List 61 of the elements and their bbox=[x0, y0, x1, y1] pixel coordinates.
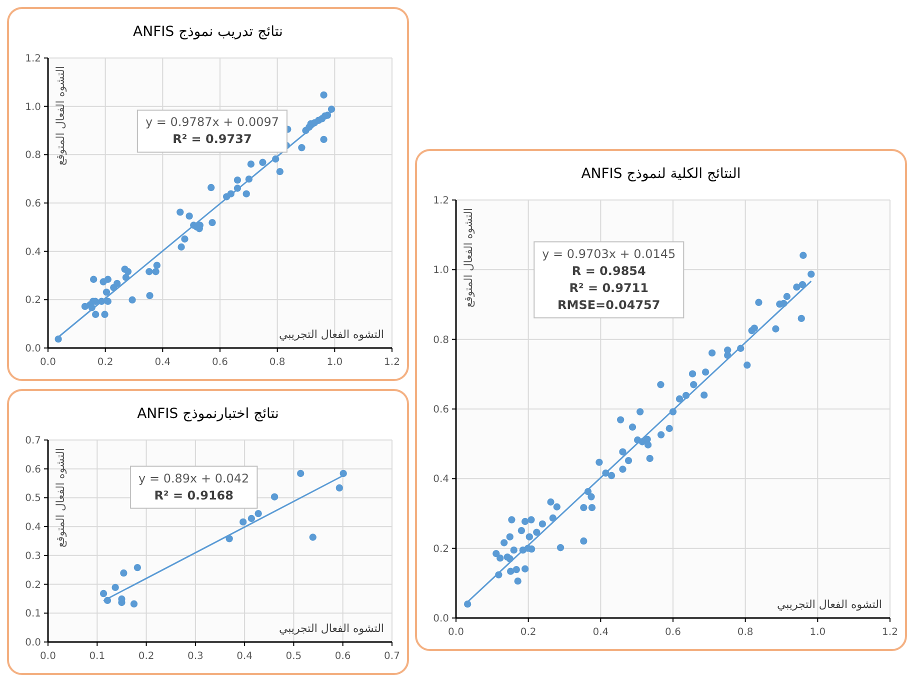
y-tick-label: 0.4 bbox=[25, 246, 41, 258]
x-tick-label: 0.2 bbox=[97, 357, 114, 368]
x-tick-label: 0.6 bbox=[665, 627, 681, 638]
x-tick-label: 0.8 bbox=[737, 627, 754, 638]
x-tick-label: 0.4 bbox=[236, 651, 253, 662]
x-tick-label: 0.0 bbox=[448, 627, 464, 638]
y-tick-label: 1.0 bbox=[25, 102, 41, 113]
x-tick-label: 1.0 bbox=[810, 627, 826, 638]
annotation: R = 0.9854 bbox=[572, 264, 646, 278]
annotation: R² = 0.9711 bbox=[569, 280, 649, 295]
y-axis-title: التشوه الفعال المتوقع bbox=[54, 448, 67, 548]
x-tick-label: 0.8 bbox=[269, 357, 286, 368]
y-tick-label: 0.2 bbox=[25, 295, 41, 306]
chart-title: نتائج تدريب نموذج ANFIS bbox=[133, 24, 283, 40]
y-tick-label: 0.1 bbox=[25, 608, 41, 620]
x-tick-label: 0.4 bbox=[154, 357, 171, 368]
x-axis-title: التشوه الفعال التجريبي bbox=[776, 598, 882, 611]
y-tick-label: 0.4 bbox=[25, 522, 41, 534]
x-tick-label: 1.2 bbox=[882, 627, 898, 638]
y-tick-label: 0.8 bbox=[433, 334, 449, 346]
x-tick-label: 0.3 bbox=[187, 651, 204, 662]
x-axis-title: التشوه الفعال التجريبي bbox=[278, 622, 384, 635]
annotation: y = 0.9703x + 0.0145 bbox=[542, 246, 676, 261]
y-tick-label: 1.2 bbox=[25, 54, 41, 64]
y-tick-label: 0.6 bbox=[433, 404, 449, 416]
y-tick-label: 0.7 bbox=[25, 436, 41, 446]
y-tick-label: 0.5 bbox=[25, 493, 41, 504]
y-tick-label: 0.0 bbox=[25, 344, 41, 354]
x-tick-label: 0.6 bbox=[212, 357, 228, 368]
annotation: y = 0.89x + 0.042 bbox=[138, 471, 250, 486]
x-tick-label: 0.7 bbox=[384, 651, 400, 662]
x-tick-label: 0.0 bbox=[40, 651, 56, 662]
x-tick-label: 1.2 bbox=[384, 357, 400, 368]
annotation: R² = 0.9737 bbox=[172, 132, 252, 146]
x-tick-label: 0.1 bbox=[89, 651, 106, 662]
y-tick-label: 0.8 bbox=[25, 150, 41, 162]
y-tick-label: 0.0 bbox=[25, 638, 41, 648]
y-tick-label: 0.3 bbox=[25, 550, 41, 562]
y-tick-label: 0.0 bbox=[433, 614, 449, 624]
x-tick-label: 0.5 bbox=[286, 651, 302, 662]
x-tick-label: 0.2 bbox=[520, 627, 536, 638]
y-tick-label: 0.2 bbox=[25, 580, 41, 591]
chart-title: نتائج اختبارنموذج ANFIS bbox=[137, 406, 279, 422]
y-axis-title: التشوه الفعال المتوقع bbox=[462, 208, 475, 308]
x-tick-label: 1.0 bbox=[326, 357, 343, 368]
x-tick-label: 0.4 bbox=[592, 627, 609, 638]
y-tick-label: 0.4 bbox=[433, 474, 449, 486]
y-tick-label: 0.2 bbox=[433, 544, 449, 555]
annotation: R² = 0.9168 bbox=[154, 488, 234, 502]
x-tick-label: 0.6 bbox=[334, 651, 351, 662]
x-axis-title: التشوه الفعال التجريبي bbox=[278, 328, 384, 341]
chart-title: النتائج الكلية لنموذج ANFIS bbox=[581, 166, 741, 182]
annotation: y = 0.9787x + 0.0097 bbox=[145, 115, 279, 130]
y-tick-label: 1.2 bbox=[433, 196, 449, 206]
x-tick-label: 0.2 bbox=[138, 651, 154, 662]
y-tick-label: 0.6 bbox=[25, 464, 41, 476]
x-tick-label: 0.0 bbox=[40, 357, 56, 368]
y-axis-title: التشوه الفعال المتوقع bbox=[54, 66, 67, 166]
y-tick-label: 1.0 bbox=[433, 265, 449, 276]
annotation: RMSE=0.04757 bbox=[558, 298, 660, 312]
y-tick-label: 0.6 bbox=[25, 198, 41, 210]
